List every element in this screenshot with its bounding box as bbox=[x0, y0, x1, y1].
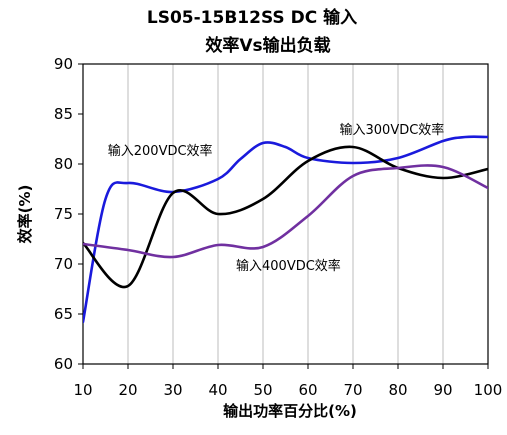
y-tick-label: 65 bbox=[54, 305, 73, 323]
x-tick-label: 60 bbox=[298, 381, 317, 399]
annotation-400vdc: 输入400VDC效率 bbox=[236, 258, 341, 274]
y-tick-label: 75 bbox=[54, 205, 73, 223]
x-tick-label: 30 bbox=[163, 381, 182, 399]
series-line-300vdc bbox=[83, 145, 488, 289]
y-tick-label: 60 bbox=[54, 355, 73, 373]
plot-area: 60 65 70 75 80 85 90 10 20 30 40 50 60 70 80 90 100 输入200… bbox=[54, 55, 502, 399]
y-tick-label: 70 bbox=[54, 255, 73, 273]
x-tick-label: 40 bbox=[208, 381, 227, 399]
x-tick-label: 80 bbox=[388, 381, 407, 399]
y-axis-title: 效率(%) bbox=[16, 185, 34, 244]
x-tick-label: 90 bbox=[433, 381, 452, 399]
x-tick-label: 100 bbox=[474, 381, 503, 399]
y-tick-label: 85 bbox=[54, 105, 73, 123]
annotation-200vdc: 输入200VDC效率 bbox=[108, 143, 213, 159]
series-line-400vdc bbox=[83, 164, 488, 259]
x-tick-label: 50 bbox=[253, 381, 272, 399]
plot-frame bbox=[82, 63, 489, 365]
chart-title-line1: LS05-15B12SS DC 输入 bbox=[147, 7, 357, 28]
y-tick-label: 80 bbox=[54, 155, 73, 173]
x-tick-label: 70 bbox=[343, 381, 362, 399]
chart-title-line2: 效率Vs输出负载 bbox=[205, 35, 330, 56]
y-tick-label: 90 bbox=[54, 55, 73, 73]
annotation-300vdc: 输入300VDC效率 bbox=[340, 122, 445, 138]
x-tick-label: 10 bbox=[73, 381, 92, 399]
x-tick-label: 20 bbox=[118, 381, 137, 399]
series-line-200vdc bbox=[83, 135, 488, 324]
x-axis-title: 输出功率百分比(%) bbox=[223, 402, 357, 420]
